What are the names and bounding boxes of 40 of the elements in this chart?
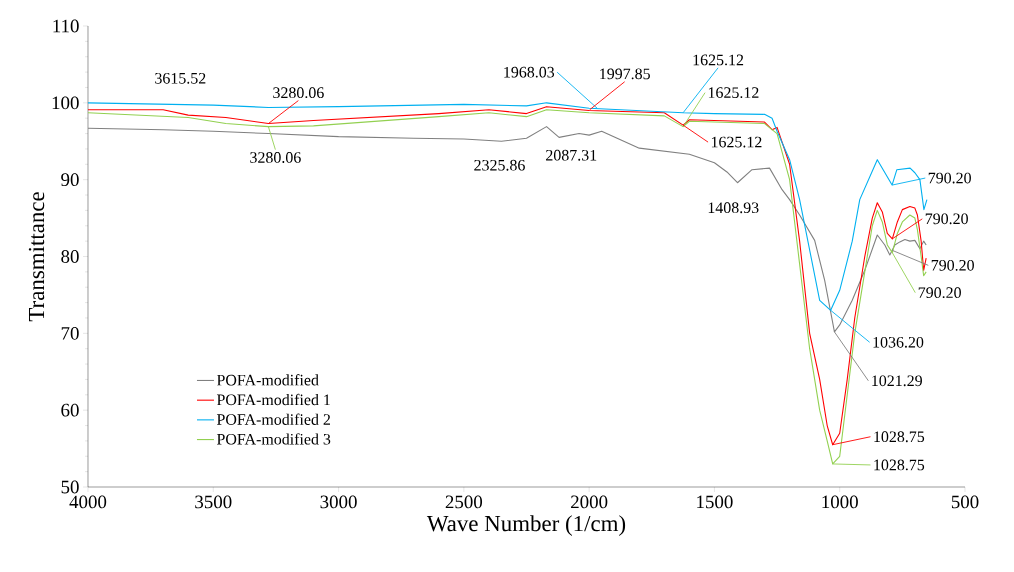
annotation: 1028.75 [874, 459, 925, 471]
x-tick-label: 3000 [320, 495, 357, 509]
y-tick-label: 50 [61, 480, 79, 494]
annotation: 1968.03 [504, 66, 555, 78]
annotation: 790.20 [918, 287, 961, 299]
annotation: 1036.20 [873, 336, 924, 348]
x-tick-label: 1000 [822, 495, 858, 509]
y-tick-label: 70 [61, 326, 79, 340]
legend-label: POFA-modified 2 [216, 413, 331, 425]
annotation: 2087.31 [546, 149, 597, 161]
annotation: 3615.52 [155, 72, 206, 84]
annotation: 790.20 [925, 213, 968, 225]
x-tick-label: 500 [951, 495, 979, 509]
y-tick-label: 80 [61, 250, 79, 263]
legend-label: POFA-modified 3 [216, 433, 331, 445]
annotation: 790.20 [931, 259, 974, 271]
annotation: 1021.29 [872, 375, 922, 387]
annotation: 1997.85 [600, 68, 650, 80]
annotation: 3280.06 [273, 87, 324, 99]
y-tick-label: 100 [52, 96, 79, 110]
legend-label: POFA-modified [216, 374, 319, 386]
annotation: 1408.93 [708, 202, 759, 214]
legend-label: POFA-modified 1 [216, 393, 330, 406]
annotation: 1625.12 [708, 87, 759, 99]
annotation: 3280.06 [250, 152, 301, 163]
y-axis-title: Transmittance [28, 192, 45, 322]
x-axis-title: Wave Number (1/cm) [426, 515, 626, 536]
x-tick-label: 3500 [195, 495, 232, 509]
y-tick-label: 90 [61, 173, 79, 187]
x-tick-label: 1500 [697, 495, 733, 509]
y-tick-label: 60 [61, 403, 79, 417]
annotation: 1625.12 [693, 54, 744, 66]
x-tick-label: 4000 [69, 495, 107, 509]
x-tick-label: 2500 [445, 495, 483, 509]
annotation: 1625.12 [711, 136, 762, 148]
y-tick-label: 110 [53, 19, 79, 33]
x-tick-label: 2000 [571, 495, 608, 509]
annotation: 1028.75 [874, 431, 925, 443]
annotation: 2325.86 [474, 159, 525, 171]
annotation: 790.20 [928, 172, 971, 184]
